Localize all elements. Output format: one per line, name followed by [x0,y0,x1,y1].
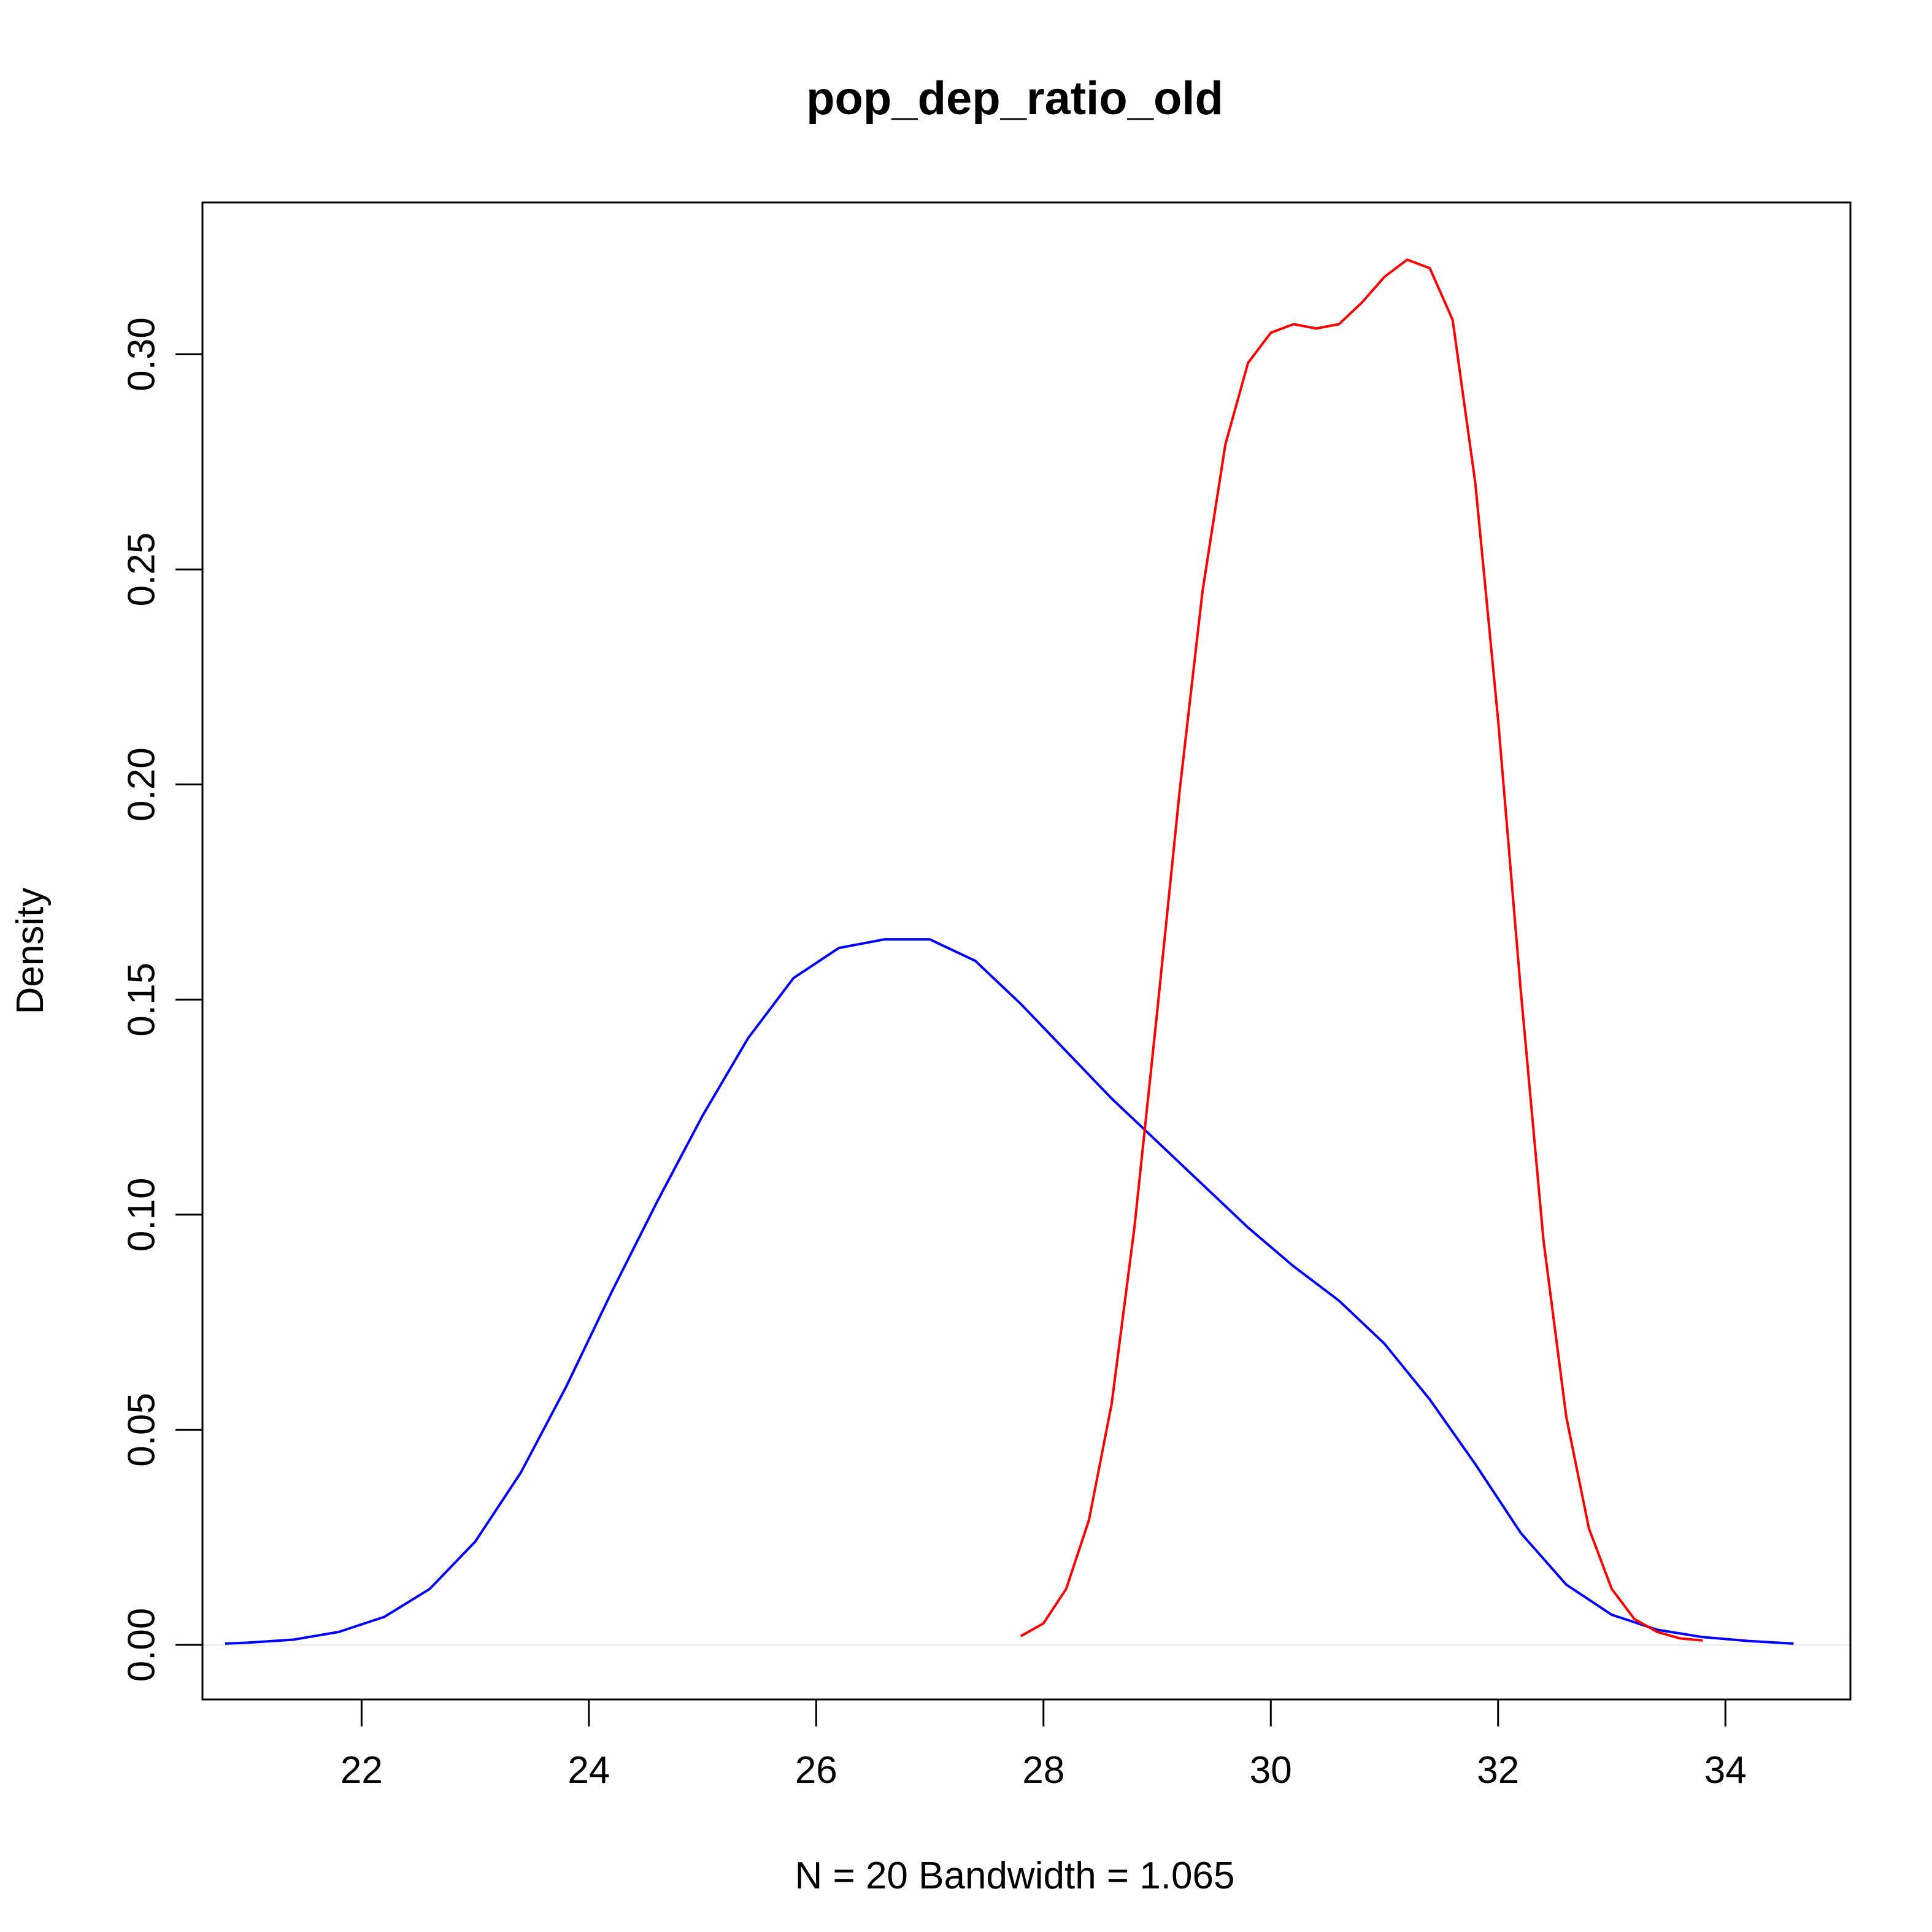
y-tick-label: 0.20 [120,747,163,822]
y-tick-label: 0.25 [120,533,163,607]
y-axis-label: Density [9,888,52,1015]
density-curve-1 [225,938,1794,1645]
x-tick-label: 28 [1022,1749,1064,1792]
x-tick-label: 22 [341,1749,383,1792]
chart-title: pop_dep_ratio_old [806,72,1223,125]
y-tick-label: 0.00 [120,1608,163,1682]
y-tick-label: 0.15 [120,963,163,1037]
y-tick-label: 0.10 [120,1177,163,1252]
plot-frame [201,201,1852,1701]
density-curve-2 [1020,258,1703,1642]
x-tick-label: 24 [568,1749,610,1792]
x-axis: 22 24 26 28 30 32 34 [341,1698,1747,1792]
x-tick-label: 26 [795,1749,837,1792]
x-tick-label: 32 [1477,1749,1519,1792]
x-tick-label: 34 [1704,1749,1747,1792]
plot-area [202,258,1850,1646]
y-tick-label: 0.30 [120,317,163,391]
x-tick-label: 30 [1250,1749,1292,1792]
y-tick-label: 0.05 [120,1393,163,1467]
x-axis-label: N = 20 Bandwidth = 1.065 [795,1855,1235,1897]
y-axis: 0.00 0.05 0.10 0.15 0.20 0.25 0.30 [120,317,204,1682]
